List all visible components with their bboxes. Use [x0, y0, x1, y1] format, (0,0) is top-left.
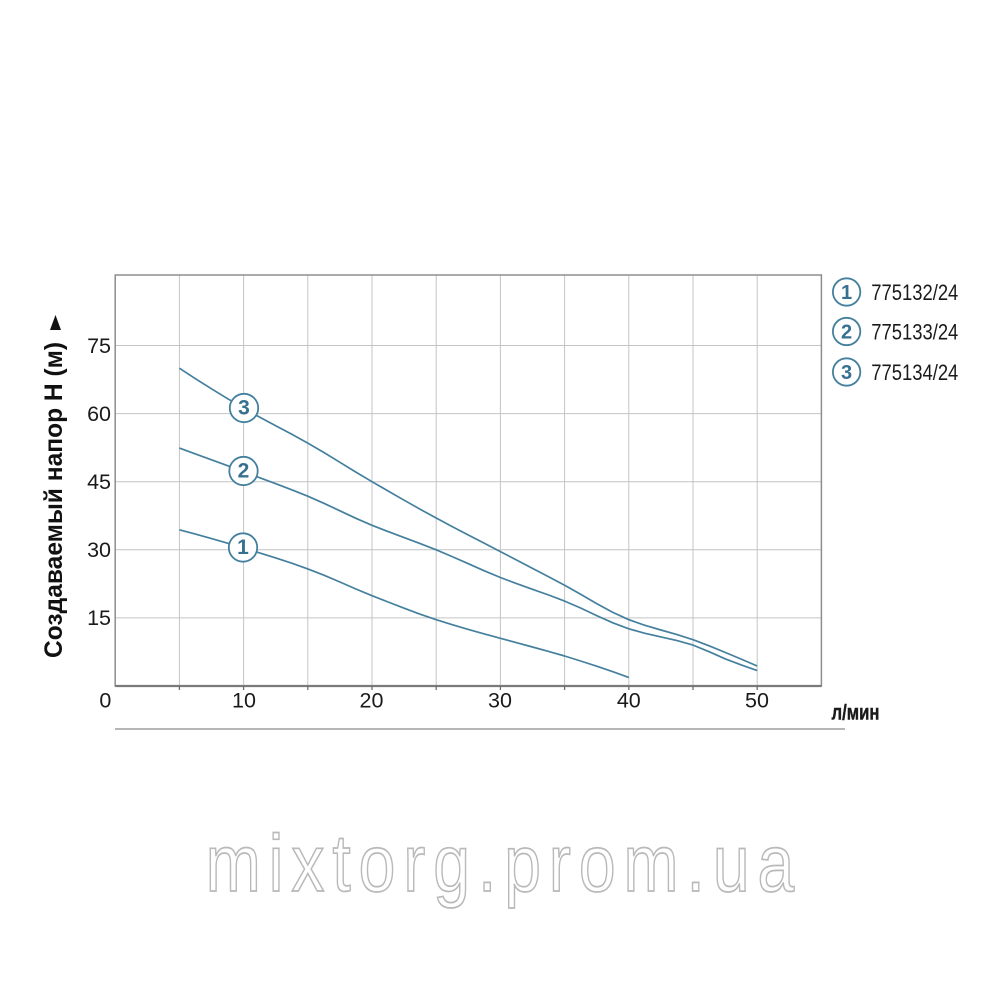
svg-text:50: 50 — [745, 688, 769, 712]
svg-text:10: 10 — [232, 688, 256, 712]
svg-text:30: 30 — [488, 688, 512, 712]
svg-text:2: 2 — [238, 460, 250, 483]
svg-text:60: 60 — [87, 402, 111, 426]
svg-text:0: 0 — [99, 688, 111, 712]
svg-text:Создаваемый напор Н (м): Создаваемый напор Н (м) — [40, 342, 68, 658]
svg-text:15: 15 — [87, 606, 111, 630]
svg-text:775133/24: 775133/24 — [871, 319, 958, 344]
svg-text:л/мин: л/мин — [832, 701, 880, 725]
svg-text:1: 1 — [237, 536, 249, 559]
svg-text:75: 75 — [87, 334, 111, 358]
svg-text:40: 40 — [617, 688, 641, 712]
svg-text:3: 3 — [841, 362, 852, 384]
svg-text:2: 2 — [841, 322, 852, 344]
svg-text:3: 3 — [238, 397, 250, 420]
svg-text:20: 20 — [360, 688, 384, 712]
svg-text:30: 30 — [87, 538, 111, 562]
svg-text:775132/24: 775132/24 — [871, 280, 958, 305]
svg-text:775134/24: 775134/24 — [871, 360, 958, 385]
svg-text:45: 45 — [87, 470, 111, 494]
svg-text:1: 1 — [841, 282, 852, 304]
